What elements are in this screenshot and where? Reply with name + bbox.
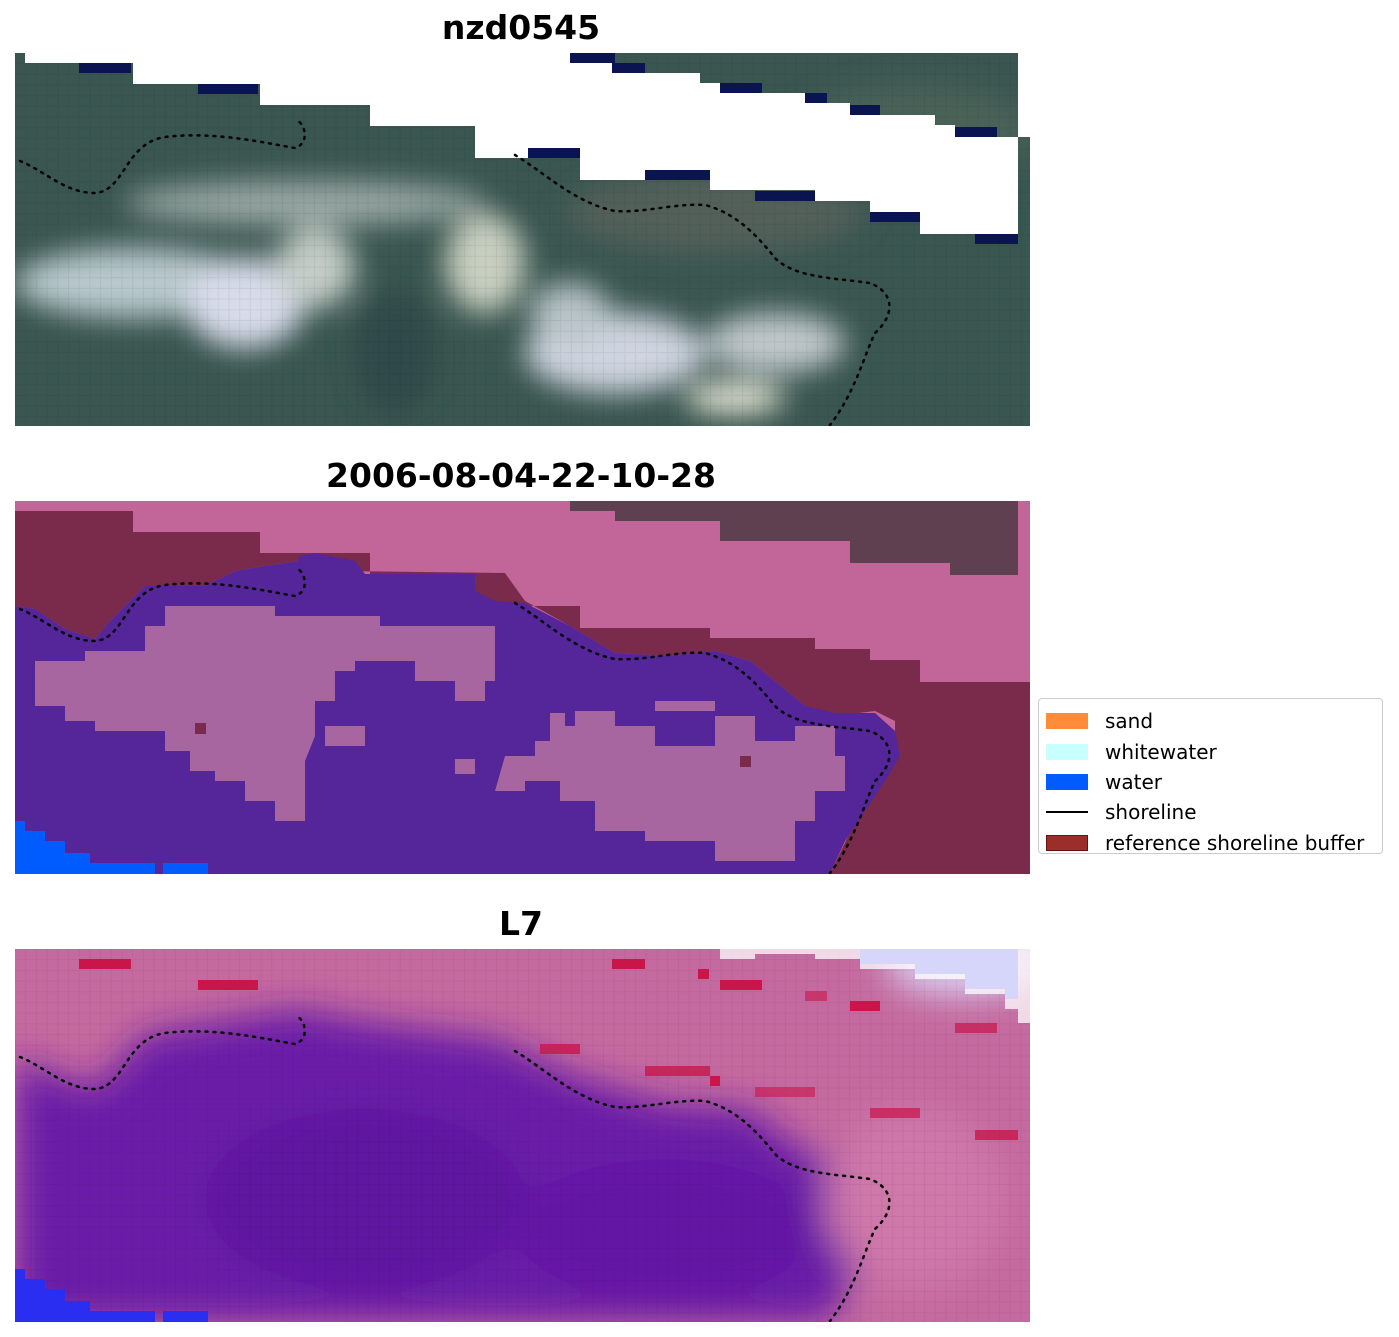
legend: sand whitewater water shoreline referenc… xyxy=(1038,698,1383,855)
legend-item-sand: sand xyxy=(1046,706,1382,736)
legend-swatch-whitewater xyxy=(1046,743,1088,760)
legend-item-shoreline: shoreline xyxy=(1046,797,1382,827)
classified-image xyxy=(15,501,1030,874)
index-image xyxy=(15,949,1030,1322)
legend-label: shoreline xyxy=(1105,800,1197,825)
legend-label: reference shoreline buffer xyxy=(1105,830,1365,855)
rgb-satellite-image xyxy=(15,53,1030,426)
panel-title-classified: 2006-08-04-22-10-28 xyxy=(326,456,716,495)
legend-item-whitewater: whitewater xyxy=(1046,736,1382,766)
legend-swatch-sand xyxy=(1046,713,1088,730)
legend-label: sand xyxy=(1105,709,1154,734)
panel-title-rgb: nzd0545 xyxy=(441,8,601,47)
legend-label: whitewater xyxy=(1105,739,1217,764)
classified-image-panel xyxy=(15,501,1030,874)
legend-swatch-shoreline xyxy=(1046,811,1088,814)
legend-swatch-water xyxy=(1046,773,1088,790)
legend-item-reference-shoreline-buffer: reference shoreline buffer xyxy=(1046,828,1382,858)
legend-label: water xyxy=(1105,769,1162,794)
legend-item-water: water xyxy=(1046,767,1382,797)
index-image-panel xyxy=(15,949,1030,1322)
panel-title-index: L7 xyxy=(499,904,543,943)
legend-swatch-buffer xyxy=(1046,834,1088,851)
rgb-image-panel xyxy=(15,53,1030,426)
